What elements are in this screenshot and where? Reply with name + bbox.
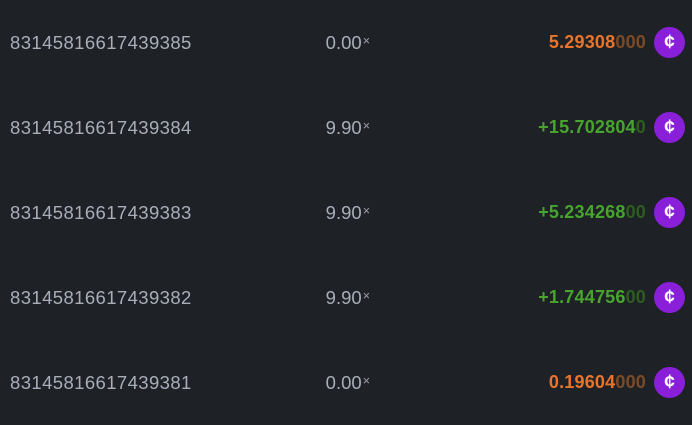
bet-row[interactable]: 83145816617439384 9.90× +15.7028040 ¢ (0, 85, 692, 170)
multiplier-value: 9.90× (325, 201, 370, 223)
multiplier-value: 9.90× (325, 116, 370, 138)
payout-main-digits: +15.702804 (538, 117, 636, 137)
payout-main-digits: +5.234268 (538, 202, 626, 222)
payout-amount: +1.74475600 (370, 287, 654, 308)
multiplier-value: 9.90× (325, 286, 370, 308)
bet-row[interactable]: 83145816617439385 0.00× 5.29308000 ¢ (0, 0, 692, 85)
multiplier-value: 0.00× (325, 31, 370, 53)
multiplier-x-symbol: × (362, 203, 370, 218)
bet-id: 83145816617439384 (10, 116, 192, 138)
bet-row[interactable]: 83145816617439382 9.90× +1.74475600 ¢ (0, 255, 692, 340)
bet-id: 83145816617439382 (10, 286, 192, 308)
payout-amount: 5.29308000 (370, 32, 654, 53)
payout-trailing-zeros: 00 (625, 202, 646, 222)
bet-row[interactable]: 83145816617439383 9.90× +5.23426800 ¢ (0, 170, 692, 255)
payout-amount: 0.19604000 (370, 372, 654, 393)
multiplier-x-symbol: × (362, 288, 370, 303)
payout-trailing-zeros: 000 (615, 32, 646, 52)
payout-amount: +5.23426800 (370, 202, 654, 223)
multiplier-value: 0.00× (325, 371, 370, 393)
bet-id: 83145816617439385 (10, 31, 192, 53)
multiplier-x-symbol: × (362, 373, 370, 388)
payout-main-digits: 5.29308 (548, 32, 616, 52)
multiplier-x-symbol: × (362, 118, 370, 133)
bet-id: 83145816617439381 (10, 371, 192, 393)
cent-coin-icon: ¢ (654, 27, 685, 58)
payout-amount: +15.7028040 (370, 117, 654, 138)
cent-coin-icon: ¢ (654, 197, 685, 228)
payout-trailing-zeros: 00 (625, 287, 646, 307)
payout-main-digits: +1.744756 (538, 287, 626, 307)
payout-main-digits: 0.19604 (548, 372, 616, 392)
payout-trailing-zeros: 0 (635, 117, 646, 137)
cent-coin-icon: ¢ (654, 112, 685, 143)
multiplier-x-symbol: × (362, 33, 370, 48)
payout-trailing-zeros: 000 (615, 372, 646, 392)
bet-row[interactable]: 83145816617439381 0.00× 0.19604000 ¢ (0, 340, 692, 425)
cent-coin-icon: ¢ (654, 282, 685, 313)
bet-id: 83145816617439383 (10, 201, 192, 223)
cent-coin-icon: ¢ (654, 367, 685, 398)
